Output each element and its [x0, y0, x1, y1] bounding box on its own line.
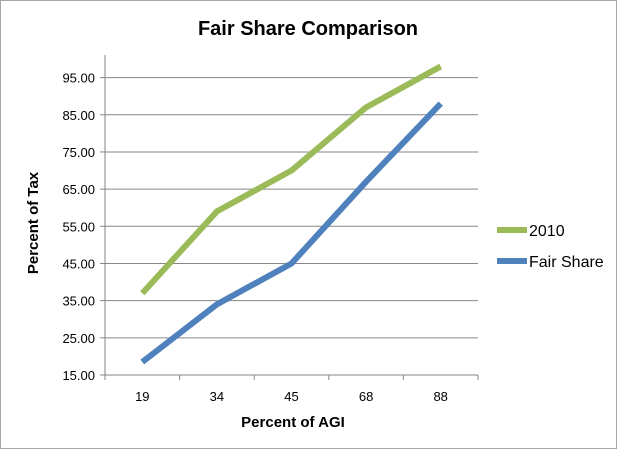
legend: 2010 Fair Share — [497, 223, 604, 271]
y-tick-label: 75.00 — [62, 145, 95, 160]
legend-label: Fair Share — [529, 254, 604, 271]
y-tick-label: 55.00 — [62, 219, 95, 234]
x-tick-labels: 19 34 45 68 88 — [135, 389, 448, 404]
x-tick-label: 88 — [433, 389, 447, 404]
x-tick-label: 34 — [210, 389, 224, 404]
y-tick-label: 45.00 — [62, 256, 95, 271]
y-tick-label: 15.00 — [62, 368, 95, 383]
chart-title: Fair Share Comparison — [198, 18, 418, 40]
y-tick-label: 65.00 — [62, 182, 95, 197]
legend-label: 2010 — [529, 223, 565, 240]
series-line-2010 — [140, 63, 443, 296]
y-tick-label: 95.00 — [62, 71, 95, 86]
x-tick-label: 45 — [284, 389, 298, 404]
x-tick-label: 19 — [135, 389, 149, 404]
y-tick-label: 25.00 — [62, 331, 95, 346]
y-tick-labels: 15.00 25.00 35.00 45.00 55.00 65.00 75.00 85.00… — [62, 71, 95, 383]
axes — [104, 55, 479, 380]
x-tick-label: 68 — [359, 389, 373, 404]
series-lines — [140, 63, 443, 365]
y-tick-label: 85.00 — [62, 108, 95, 123]
series-line-fair-share — [140, 101, 443, 365]
y-axis-label: Percent of Tax — [25, 171, 42, 274]
y-tick-label: 35.00 — [62, 294, 95, 309]
x-axis-label: Percent of AGI — [241, 414, 345, 431]
